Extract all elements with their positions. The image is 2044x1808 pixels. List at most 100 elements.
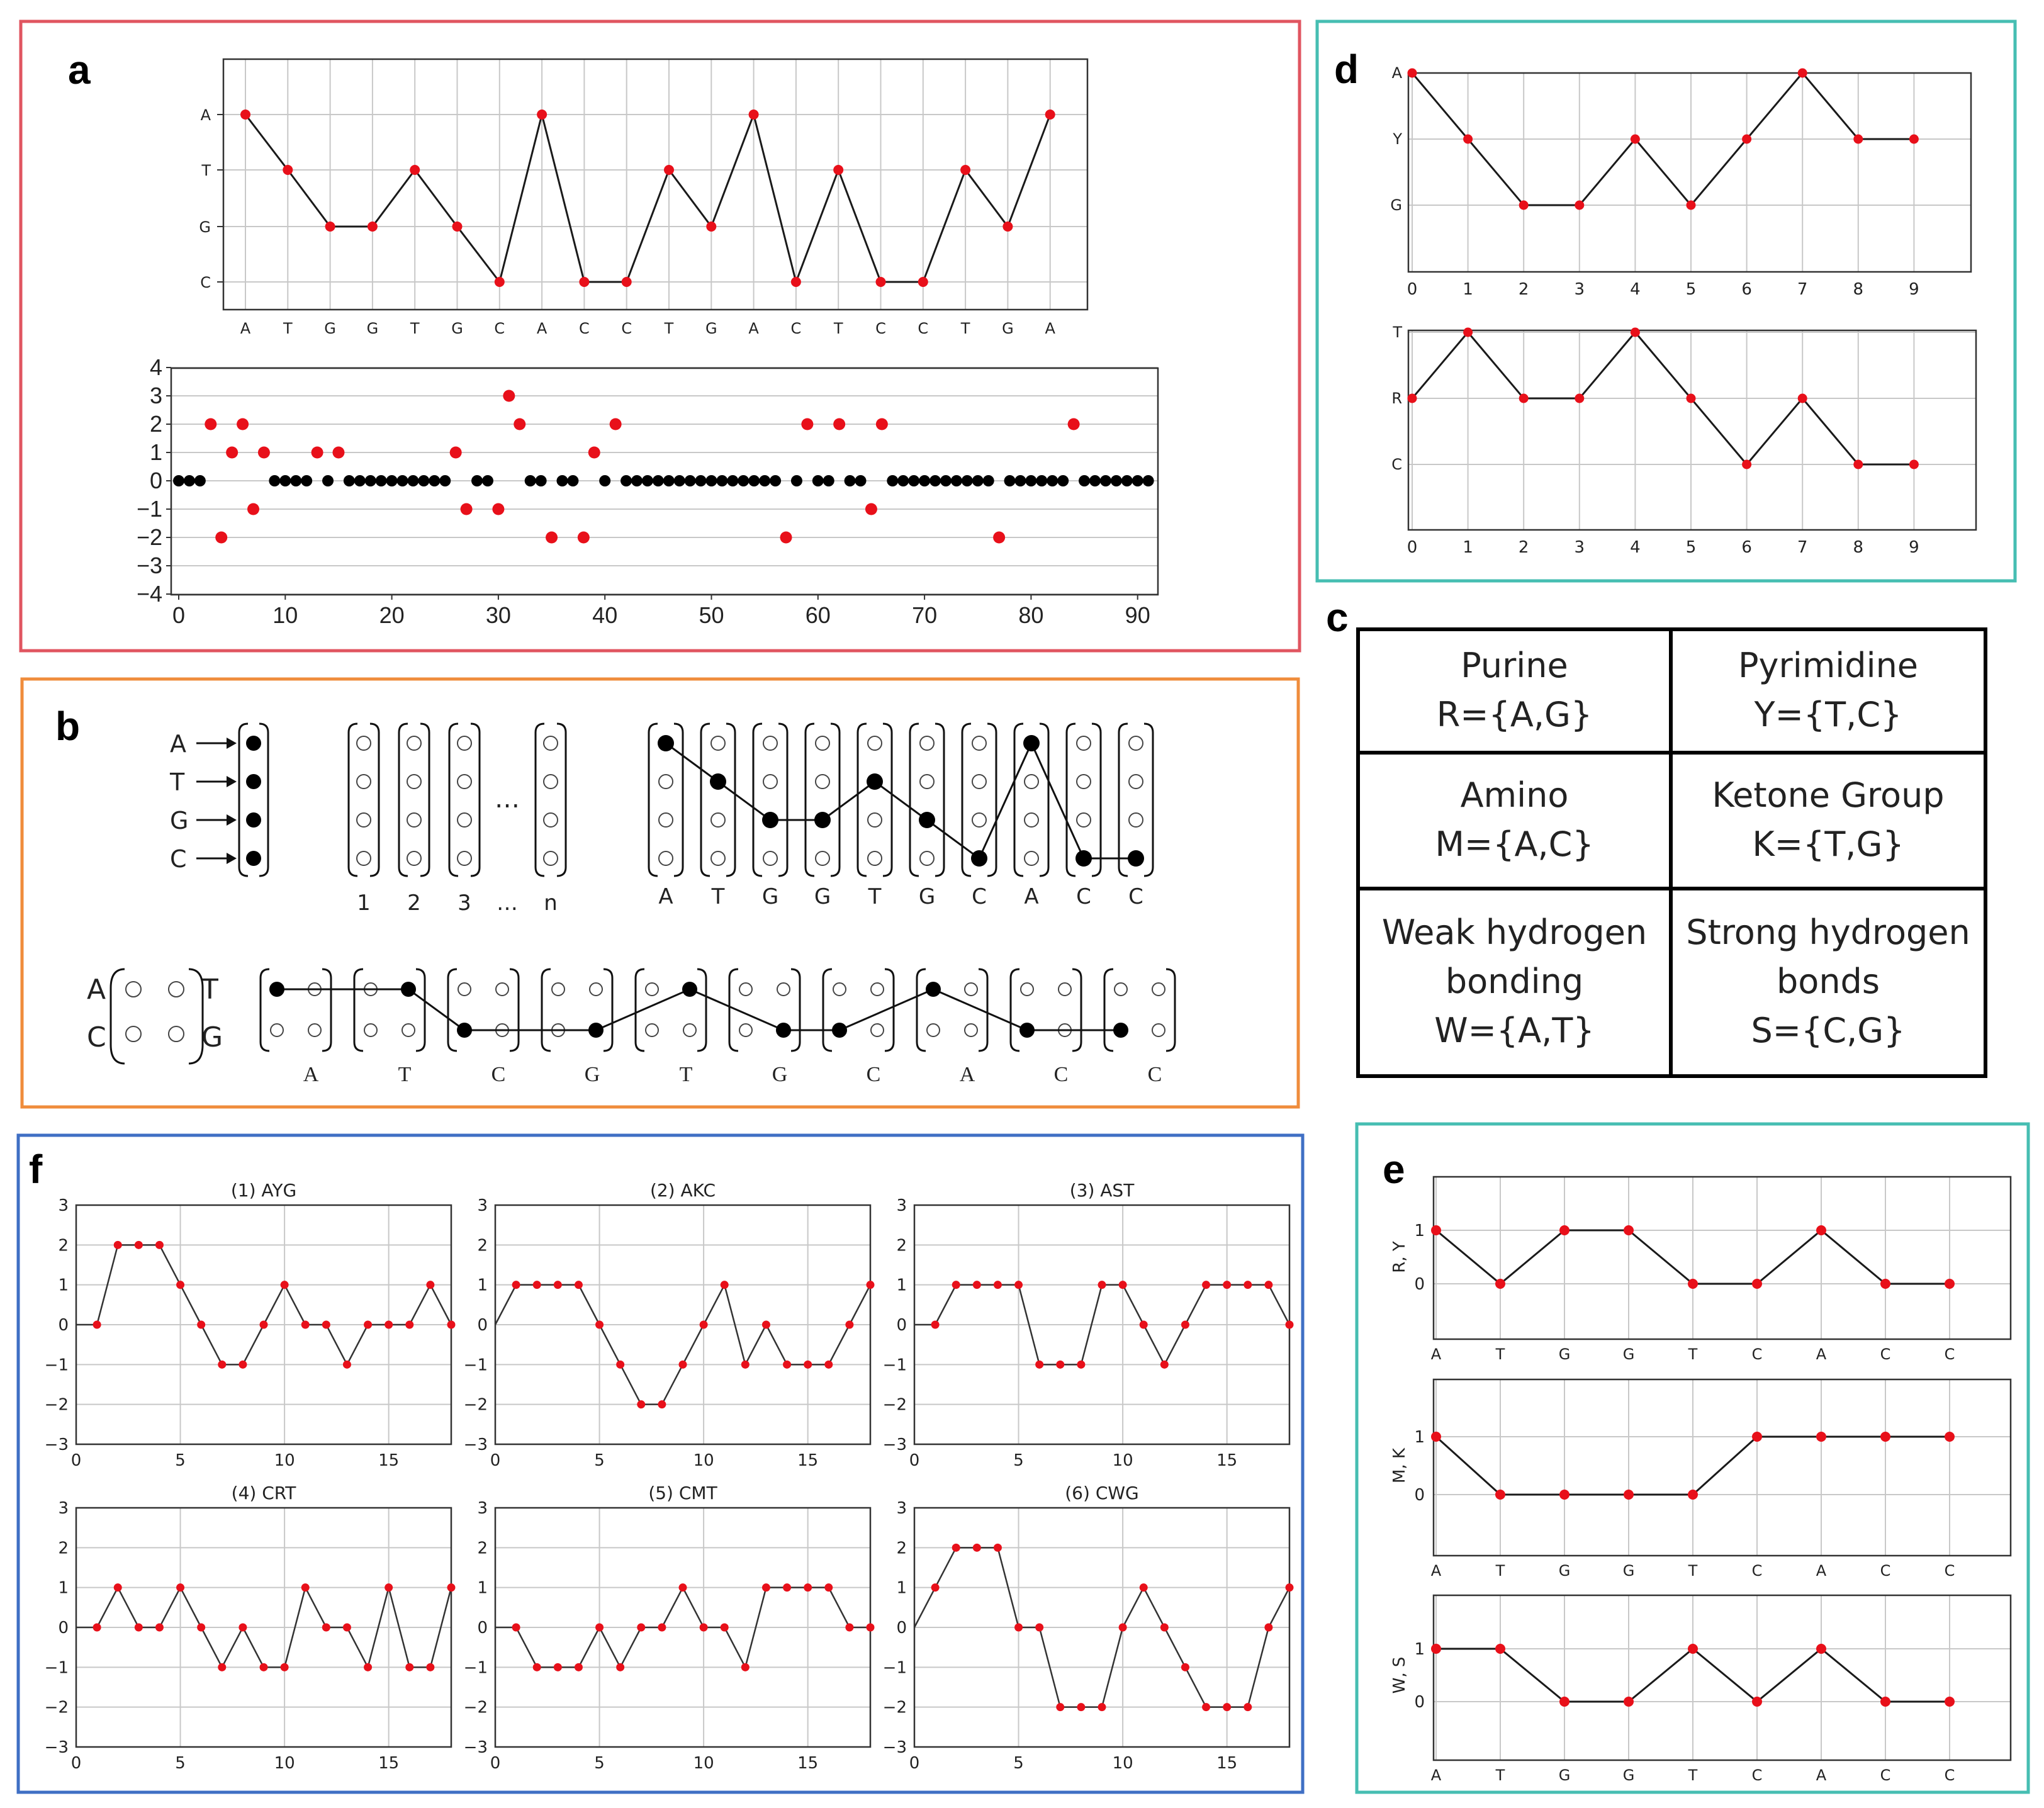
zero-point: [556, 475, 568, 486]
binary-point: [1752, 1697, 1762, 1707]
series-point: [1160, 1623, 1169, 1632]
onehot-empty-dot: [815, 851, 830, 866]
pair-box-bracket-right: [322, 968, 332, 1052]
sequence-column-bracket-right: [1091, 722, 1102, 877]
y-tick-label: 3: [477, 1499, 488, 1518]
series-point: [761, 1583, 770, 1592]
y-tick-label: C: [200, 274, 211, 291]
binary-point: [1945, 1279, 1955, 1289]
scatter-point: [215, 531, 228, 544]
panel-letter-e: e: [1383, 1147, 1405, 1192]
pair-legend-letter: G: [201, 1021, 223, 1053]
empty-column-bracket-right: [420, 722, 430, 877]
sequence-column-bracket-right: [830, 722, 841, 877]
zero-point: [269, 475, 281, 486]
zero-point: [471, 475, 483, 486]
sequence-column-bracket-left: [804, 722, 815, 877]
binary-point: [1559, 1490, 1570, 1500]
zero-point: [770, 475, 782, 486]
zero-point: [1110, 475, 1122, 486]
table-cell-name: bonds: [1777, 962, 1880, 1001]
x-tick-label: C: [621, 320, 632, 337]
zero-point: [386, 475, 398, 486]
onehot-empty-dot: [356, 812, 371, 828]
y-tick-label: 0: [1414, 1275, 1425, 1294]
series-point: [322, 1320, 330, 1329]
scatter-point: [875, 418, 888, 430]
x-tick-label: T: [1688, 1766, 1698, 1784]
y-tick-label: −2: [883, 1396, 907, 1415]
scatter-point: [226, 446, 239, 459]
series-point: [364, 1320, 373, 1329]
onehot-empty-dot: [1128, 812, 1143, 828]
scatter-point: [1067, 418, 1080, 430]
y-tick-label: 4: [150, 354, 162, 380]
y-tick-label: −3: [137, 553, 162, 578]
zero-point: [716, 475, 728, 486]
zero-point: [1079, 475, 1091, 486]
sequence-label: T: [868, 884, 882, 909]
sequence-point: [960, 165, 971, 175]
sequence-label: C: [1076, 884, 1091, 909]
scatter-point: [801, 418, 814, 430]
zero-point: [950, 475, 962, 486]
series-point: [553, 1281, 562, 1289]
series-point: [931, 1583, 940, 1592]
chart-title: (3) AST: [1070, 1180, 1135, 1201]
zero-point: [887, 475, 899, 486]
onehot-filled-dot: [246, 736, 261, 751]
binary-point: [1945, 1697, 1955, 1707]
y-tick-label: 0: [58, 1619, 69, 1637]
sequence-label: G: [814, 884, 831, 909]
onehot-empty-dot: [407, 812, 422, 828]
pair-empty-dot: [645, 1023, 659, 1037]
y-tick-label: −1: [464, 1356, 488, 1374]
pair-sequence-label: C: [491, 1063, 506, 1086]
series-point: [259, 1320, 268, 1329]
x-tick-label: 0: [1407, 538, 1418, 557]
x-tick-label: G: [1002, 320, 1014, 337]
level-point: [1463, 327, 1473, 337]
sequence-column-bracket-right: [987, 722, 997, 877]
scatter-point: [780, 531, 792, 544]
series-point: [259, 1663, 268, 1671]
sequence-label: G: [762, 884, 778, 909]
x-tick-label: C: [1880, 1345, 1891, 1363]
x-tick-label: C: [1945, 1562, 1955, 1580]
series-point: [1244, 1703, 1252, 1712]
series-point: [616, 1360, 625, 1369]
binary-point: [1495, 1644, 1505, 1654]
zero-point: [684, 475, 696, 486]
x-tick-label: C: [1945, 1345, 1955, 1363]
zero-point: [919, 475, 931, 486]
zero-point: [1014, 475, 1026, 486]
onehot-empty-dot: [763, 774, 778, 789]
level-line: [1411, 71, 1914, 207]
y-tick-label: −1: [45, 1356, 69, 1374]
x-tick-label: C: [1752, 1345, 1763, 1363]
binary-point: [1431, 1432, 1441, 1442]
pair-legend-empty-dot: [125, 1026, 142, 1042]
series-point: [239, 1360, 247, 1369]
table-cell-name: Amino: [1461, 775, 1569, 815]
onehot-empty-dot: [457, 736, 472, 751]
series-point: [426, 1663, 435, 1671]
series-point: [595, 1623, 604, 1632]
chart-title: (1) AYG: [231, 1180, 296, 1201]
series-point: [93, 1623, 101, 1632]
binary-point: [1431, 1225, 1441, 1235]
pair-sequence-label: C: [1148, 1063, 1162, 1086]
zero-point: [727, 475, 739, 486]
y-tick-label: 1: [896, 1276, 907, 1295]
pair-box-bracket-left: [916, 968, 926, 1052]
level-point: [1575, 393, 1585, 403]
x-tick-label: G: [705, 320, 717, 337]
series-point: [113, 1583, 122, 1592]
x-tick-label: 80: [1018, 602, 1043, 628]
series-point: [532, 1663, 541, 1671]
sequence-point: [410, 165, 420, 175]
legend-letter: A: [170, 730, 186, 758]
scatter-point: [247, 503, 260, 515]
table-cell-set: R={A,G}: [1437, 695, 1592, 734]
